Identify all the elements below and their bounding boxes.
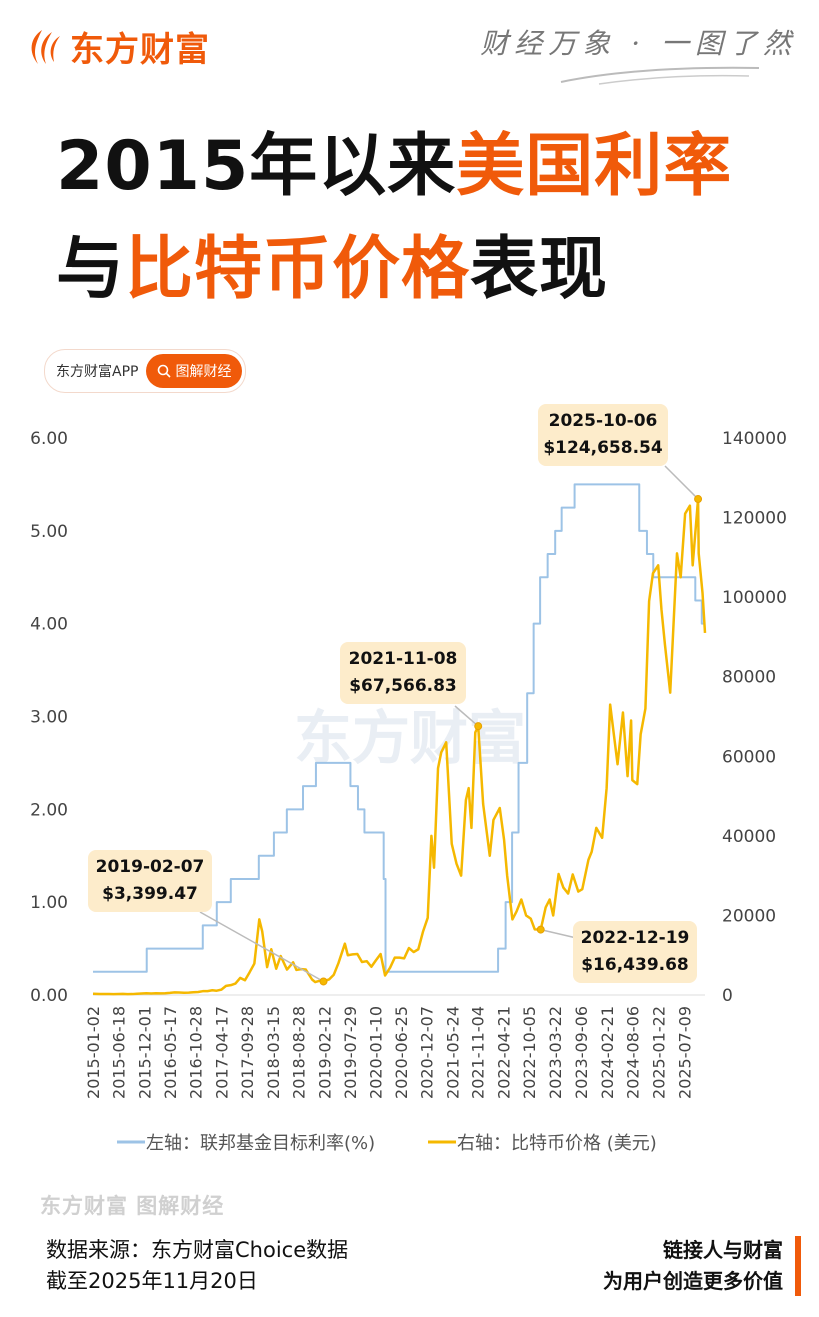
x-tick-label: 2017-04-17: [213, 1006, 232, 1099]
x-tick-label: 2016-05-17: [161, 1006, 180, 1099]
slogan: 财经万象 · 一图了然: [480, 27, 797, 60]
x-tick-label: 2020-01-10: [366, 1006, 385, 1099]
x-tick-label: 2022-04-21: [494, 1006, 513, 1099]
x-tick-label: 2015-12-01: [135, 1006, 154, 1099]
brand-logo: 东方财富: [26, 22, 210, 71]
price-callout: 2022-12-19 $16,439.68: [573, 921, 697, 983]
tagline-1: 链接人与财富: [663, 1238, 783, 1262]
annotation-leader: [199, 911, 324, 983]
price-callout: 2021-11-08 $67,566.83: [340, 642, 466, 704]
annotation-leader: [454, 705, 479, 727]
annotation-point: [474, 722, 483, 731]
fed-rate-line: [93, 483, 705, 973]
x-tick-label: 2022-10-05: [520, 1006, 539, 1099]
x-tick-label: 2025-07-09: [675, 1006, 694, 1099]
page-title-line1: 2015年以来美国利率: [56, 110, 732, 209]
x-tick-label: 2015-06-18: [110, 1006, 129, 1099]
search-icon: [158, 364, 172, 378]
x-tick-label: 2020-06-25: [392, 1006, 411, 1099]
y-right-tick-label: 40000: [722, 827, 776, 847]
y-right-tick-label: 120000: [722, 509, 787, 529]
accent-bar: [795, 1236, 801, 1296]
y-left-tick-label: 4.00: [30, 615, 68, 635]
y-left-tick-label: 3.00: [30, 708, 68, 728]
app-name: 东方财富APP: [56, 364, 139, 380]
as-of-date: 截至2025年11月20日: [46, 1269, 258, 1293]
title-text: 与: [56, 230, 126, 309]
x-tick-label: 2021-11-04: [469, 1006, 488, 1099]
x-tick-label: 2018-08-28: [289, 1006, 308, 1099]
price-callout: 2019-02-07 $3,399.47: [88, 850, 212, 912]
y-right-tick-label: 20000: [722, 906, 776, 926]
title-highlight: 美国利率: [456, 127, 733, 206]
annotation-leader: [664, 465, 699, 500]
page-title-line2: 与比特币价格表现: [56, 213, 608, 312]
x-tick-label: 2024-02-21: [598, 1006, 617, 1099]
callout-date: 2022-12-19: [580, 928, 690, 948]
tagline-2: 为用户创造更多价值: [603, 1269, 783, 1293]
legend-label: 右轴：比特币价格 (美元): [457, 1133, 657, 1154]
x-tick-label: 2017-09-28: [238, 1006, 257, 1099]
source-block: 数据来源：东方财富Choice数据 截至2025年11月20日: [46, 1235, 348, 1297]
y-left-tick-label: 1.00: [30, 893, 68, 913]
x-tick-label: 2023-03-22: [546, 1006, 565, 1099]
tujie-button[interactable]: 图解财经: [146, 354, 243, 388]
annotation-point: [319, 977, 328, 986]
y-left-tick-label: 0.00: [30, 986, 68, 1006]
tujie-label: 图解财经: [175, 364, 232, 380]
watermark: 东方财富: [294, 704, 526, 772]
title-highlight: 比特币价格: [125, 230, 471, 309]
tagline-block: 链接人与财富 为用户创造更多价值: [603, 1235, 783, 1297]
y-right-tick-label: 140000: [722, 429, 787, 449]
x-tick-label: 2019-07-29: [341, 1006, 360, 1099]
callout-date: 2025-10-06: [548, 411, 658, 431]
title-text: 表现: [470, 230, 609, 309]
brand-name: 东方财富: [70, 30, 210, 70]
callout-price: $124,658.54: [543, 438, 663, 458]
x-tick-label: 2024-08-06: [623, 1006, 642, 1099]
data-source: 数据来源：东方财富Choice数据: [46, 1238, 349, 1262]
x-tick-label: 2023-09-06: [572, 1006, 591, 1099]
callout-price: $16,439.68: [581, 955, 689, 975]
y-right-tick-label: 0: [722, 986, 733, 1006]
callout-price: $67,566.83: [349, 676, 457, 696]
x-tick-label: 2021-05-24: [443, 1006, 462, 1099]
x-tick-label: 2019-02-12: [315, 1006, 334, 1099]
y-left-tick-label: 5.00: [30, 522, 68, 542]
legend-label: 左轴：联邦基金目标利率(%): [146, 1133, 375, 1154]
callout-price: $3,399.47: [102, 884, 198, 904]
flame-logo-icon: [31, 29, 60, 64]
y-right-tick-label: 60000: [722, 747, 776, 767]
callout-date: 2019-02-07: [95, 857, 205, 877]
x-tick-label: 2015-01-02: [84, 1006, 103, 1099]
title-text: 2015年以来: [56, 127, 457, 206]
swoosh-decoration: [560, 66, 760, 85]
app-badge: 东方财富APP 图解财经: [44, 349, 247, 393]
y-right-tick-label: 100000: [722, 588, 787, 608]
footer-logo: 东方财富 图解财经: [40, 1194, 225, 1218]
callout-date: 2021-11-08: [348, 649, 458, 669]
price-callout: 2025-10-06 $124,658.54: [538, 404, 668, 466]
y-left-tick-label: 6.00: [30, 429, 68, 449]
y-right-tick-label: 80000: [722, 668, 776, 688]
y-left-tick-label: 2.00: [30, 800, 68, 820]
x-tick-label: 2025-01-22: [650, 1006, 669, 1099]
annotation-point: [536, 925, 545, 934]
bitcoin-price-line: [92, 497, 707, 996]
x-tick-label: 2020-12-07: [417, 1006, 436, 1099]
x-tick-label: 2018-03-15: [264, 1006, 283, 1099]
x-tick-label: 2016-10-28: [186, 1006, 205, 1099]
annotation-point: [694, 495, 703, 504]
